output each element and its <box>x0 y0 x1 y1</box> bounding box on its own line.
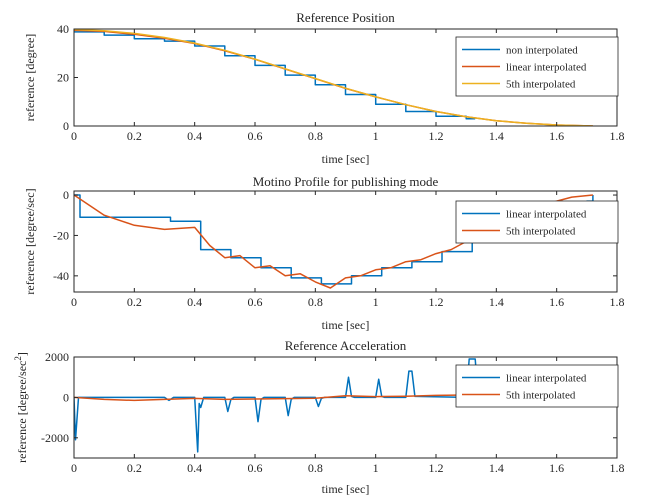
y-tick-label: -20 <box>53 228 69 242</box>
x-tick-label: 1.6 <box>549 461 564 475</box>
y-axis-label: reference [degree] <box>23 34 37 122</box>
legend-label: linear interpolated <box>506 209 587 221</box>
x-tick-label: 1.6 <box>549 295 564 309</box>
x-tick-label: 0.8 <box>308 295 323 309</box>
x-axis-label: time [sec] <box>322 152 370 166</box>
y-axis-label-text: reference [degree/sec <box>15 361 29 463</box>
legend: linear interpolated 5th interpolated <box>455 200 619 244</box>
y-tick-label: 40 <box>57 22 69 36</box>
y-tick-label: 20 <box>57 71 69 85</box>
y-axis-label-text: reference [degree/sec] <box>23 188 37 294</box>
x-tick-label: 0.8 <box>308 461 323 475</box>
x-tick-label: 1.8 <box>610 295 625 309</box>
y-tick-label: -40 <box>53 269 69 283</box>
x-tick-label: 1.2 <box>429 295 444 309</box>
legend-box <box>455 200 619 244</box>
axes-box <box>73 356 618 459</box>
legend: non interpolated linear interpolated 5th i… <box>455 36 619 97</box>
x-tick-label: 1.4 <box>489 461 504 475</box>
x-tick-label: 1 <box>373 461 379 475</box>
x-tick-label: 0.4 <box>187 129 202 143</box>
x-axis-label: time [sec] <box>322 482 370 496</box>
x-tick-label: 1.8 <box>610 461 625 475</box>
y-axis-label: reference [degree/sec] <box>23 188 37 294</box>
panel-3: 0 0.2 0.4 0.6 0.8 1 1.2 1.4 1.6 1.8 -2000 0 2000 Refe… <box>13 338 625 496</box>
series-line-1 <box>74 31 476 120</box>
x-tick-label: 1 <box>373 129 379 143</box>
x-tick-label: 0 <box>71 129 77 143</box>
x-tick-label: 0 <box>71 295 77 309</box>
y-axis-label-suffix: ] <box>15 352 29 356</box>
x-tick-label: 0.6 <box>248 129 263 143</box>
legend-label: 5th interpolated <box>506 79 576 91</box>
x-tick-label: 1.4 <box>489 295 504 309</box>
chart-title: Motino Profile for publishing mode <box>253 174 439 189</box>
legend-label: 5th interpolated <box>506 390 576 402</box>
panel-1: 0 0.2 0.4 0.6 0.8 1 1.2 1.4 1.6 1.8 0 20 40 Reference… <box>23 10 625 166</box>
x-tick-label: 0.2 <box>127 295 142 309</box>
panel-2: 0 0.2 0.4 0.6 0.8 1 1.2 1.4 1.6 1.8 -40 -20 0 Motino … <box>23 174 625 332</box>
x-tick-label: 1.8 <box>610 129 625 143</box>
legend-label: 5th interpolated <box>506 226 576 238</box>
x-tick-label: 1.4 <box>489 129 504 143</box>
legend-label: linear interpolated <box>506 373 587 385</box>
legend-label: non interpolated <box>506 45 578 57</box>
y-tick-label: 0 <box>63 119 69 133</box>
x-tick-label: 0.8 <box>308 129 323 143</box>
x-tick-label: 1.2 <box>429 129 444 143</box>
x-axis-label: time [sec] <box>322 318 370 332</box>
x-tick-label: 0.2 <box>127 129 142 143</box>
y-tick-label: 0 <box>63 188 69 202</box>
x-tick-label: 0.6 <box>248 295 263 309</box>
x-tick-label: 0.4 <box>187 295 202 309</box>
x-tick-label: 0.2 <box>127 461 142 475</box>
x-tick-label: 0.4 <box>187 461 202 475</box>
legend-box <box>455 364 619 408</box>
legend-label: linear interpolated <box>506 62 587 74</box>
y-axis-label-text: reference [degree] <box>23 34 37 122</box>
x-tick-label: 1 <box>373 295 379 309</box>
y-axis-label: reference [degree/sec2] <box>13 352 29 463</box>
x-tick-label: 1.2 <box>429 461 444 475</box>
y-tick-label: -2000 <box>41 431 69 445</box>
chart-title: Reference Position <box>296 10 395 25</box>
y-axis-label-superscript: 2 <box>13 356 23 361</box>
y-tick-label: 2000 <box>45 350 69 364</box>
x-tick-label: 1.6 <box>549 129 564 143</box>
y-tick-label: 0 <box>63 390 69 404</box>
chart-title: Reference Acceleration <box>285 338 407 353</box>
legend: linear interpolated 5th interpolated <box>455 364 619 408</box>
x-tick-label: 0.6 <box>248 461 263 475</box>
x-tick-label: 0 <box>71 461 77 475</box>
series-line-3 <box>74 29 593 126</box>
series-group <box>74 29 593 126</box>
